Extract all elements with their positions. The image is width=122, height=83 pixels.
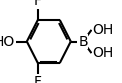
Text: F: F xyxy=(34,0,42,8)
Text: OH: OH xyxy=(93,23,114,37)
Text: HO: HO xyxy=(0,35,15,48)
Text: OH: OH xyxy=(93,46,114,60)
Text: B: B xyxy=(78,35,88,48)
Text: F: F xyxy=(34,75,42,83)
